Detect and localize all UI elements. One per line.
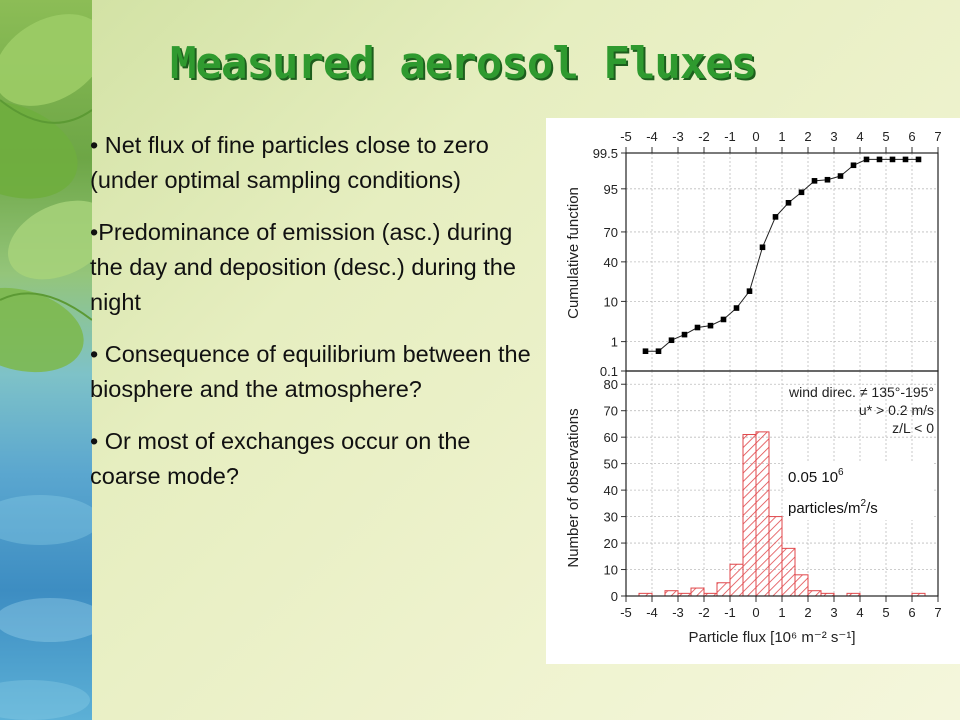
flux-annotation-units: particles/m2/s [788, 498, 878, 517]
top-y-axis-label: Cumulative function [565, 187, 582, 319]
histogram-bar [807, 590, 822, 597]
bullet-item: • Or most of exchanges occur on the coar… [90, 428, 471, 489]
bullet-item: • Net flux of fine particles close to ze… [90, 132, 489, 193]
x-tick-label: 0 [752, 605, 759, 620]
data-point [733, 305, 740, 311]
data-point [772, 214, 779, 220]
y-tick-label: 70 [604, 225, 618, 240]
x-tick-label: 7 [934, 605, 941, 620]
histogram-bar [768, 516, 783, 597]
histogram-bar [729, 563, 744, 597]
x-tick-label: -4 [646, 605, 658, 620]
x-tick-label-top: -5 [620, 129, 632, 144]
histogram-bar [781, 547, 796, 597]
cumulative-line [645, 158, 919, 352]
data-point [824, 176, 831, 183]
leaf-decoration [0, 0, 92, 720]
legend-line: wind direc. ≠ 135°-195° [788, 384, 934, 400]
x-tick-label-top: -2 [698, 129, 710, 144]
histogram-bar [794, 574, 809, 597]
data-point [668, 337, 675, 344]
y-tick-label: 20 [604, 536, 618, 551]
y-tick-label: 99.5 [593, 146, 618, 161]
y-tick-label: 40 [604, 255, 618, 270]
x-tick-label-top: 1 [778, 129, 785, 144]
data-point [707, 322, 714, 329]
y-tick-label: 80 [604, 377, 618, 392]
data-point [902, 156, 909, 163]
x-tick-label-top: 7 [934, 129, 941, 144]
y-tick-label: 50 [604, 457, 618, 472]
x-tick-label-top: 0 [752, 129, 759, 144]
bottom-y-axis-label: Number of observations [565, 408, 582, 567]
data-point [889, 156, 896, 163]
data-point [915, 156, 922, 163]
data-point [876, 156, 883, 163]
data-point [655, 348, 662, 355]
x-tick-label: 2 [804, 605, 811, 620]
data-point [837, 173, 844, 179]
y-tick-label: 30 [604, 510, 618, 525]
x-tick-label: 1 [778, 605, 785, 620]
bottom-plot-frame [625, 370, 939, 597]
data-point [681, 331, 688, 338]
x-tick-label: 4 [856, 605, 863, 620]
x-tick-label: -3 [672, 605, 684, 620]
data-point [785, 199, 792, 206]
data-point [746, 288, 753, 294]
y-tick-label: 1 [611, 335, 618, 350]
x-tick-label: 5 [882, 605, 889, 620]
x-tick-label: 6 [908, 605, 915, 620]
data-point [850, 162, 857, 169]
y-tick-label: 60 [604, 430, 618, 445]
x-tick-label-top: 6 [908, 129, 915, 144]
x-tick-label-top: 5 [882, 129, 889, 144]
x-tick-label-top: -3 [672, 129, 684, 144]
bullet-list: • Net flux of fine particles close to ze… [90, 128, 540, 511]
y-tick-label: 0.1 [600, 364, 618, 379]
bullet-item: •Predominance of emission (asc.) during … [90, 219, 516, 315]
data-point [694, 324, 701, 331]
histogram-bar [755, 431, 770, 597]
x-tick-label: 3 [830, 605, 837, 620]
slide-title: Measured aerosol Fluxes [170, 38, 757, 89]
y-tick-label: 10 [604, 294, 618, 309]
x-tick-label-top: 4 [856, 129, 863, 144]
annotation-backdrop [784, 462, 934, 520]
data-point [642, 348, 649, 355]
x-tick-label: -2 [698, 605, 710, 620]
y-tick-label: 0 [611, 589, 618, 604]
data-point [811, 178, 818, 184]
x-tick-label-top: -1 [724, 129, 736, 144]
histogram-bar [664, 590, 679, 597]
data-point [863, 156, 870, 163]
x-tick-label: -5 [620, 605, 632, 620]
data-point [759, 244, 766, 251]
x-axis-label: Particle flux [10⁶ m⁻² s⁻¹] [688, 629, 855, 646]
histogram-bar [716, 582, 731, 597]
x-tick-label: -1 [724, 605, 736, 620]
y-tick-label: 95 [604, 182, 618, 197]
flux-annotation: 0.05 106 [788, 467, 844, 486]
legend-line: u* > 0.2 m/s [859, 402, 934, 418]
y-tick-label: 10 [604, 563, 618, 578]
x-tick-label-top: 2 [804, 129, 811, 144]
data-point [720, 316, 727, 323]
legend-line: z/L < 0 [892, 420, 934, 436]
x-tick-label-top: 3 [830, 129, 837, 144]
y-tick-label: 70 [604, 404, 618, 419]
leaf-image [0, 14, 92, 720]
flux-figure: -5 -4 -3 -2 -1 0 1 2 3 4 5 6 7 99.5 95 70 40 10 1 0.1 -5 -4-… [546, 118, 960, 664]
histogram-bar [690, 587, 705, 597]
x-tick-label-top: -4 [646, 129, 658, 144]
y-tick-label: 40 [604, 483, 618, 498]
bullet-item: • Consequence of equilibrium between the… [90, 341, 531, 402]
data-point [798, 189, 805, 196]
histogram-bar [742, 434, 757, 597]
